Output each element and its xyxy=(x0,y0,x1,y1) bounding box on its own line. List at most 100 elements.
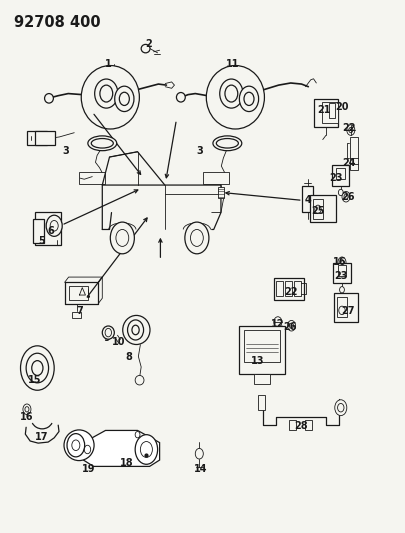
Circle shape xyxy=(72,440,80,450)
Circle shape xyxy=(339,189,343,196)
Text: 6: 6 xyxy=(48,225,54,236)
Bar xyxy=(218,187,224,198)
Circle shape xyxy=(67,434,85,457)
Bar xyxy=(274,278,304,300)
Text: 17: 17 xyxy=(34,432,48,442)
Bar xyxy=(258,395,265,410)
Text: 9: 9 xyxy=(104,333,111,343)
Circle shape xyxy=(338,403,344,412)
Text: 28: 28 xyxy=(294,421,307,431)
Text: 26: 26 xyxy=(283,322,296,332)
Ellipse shape xyxy=(216,139,239,148)
Bar xyxy=(244,330,280,362)
Circle shape xyxy=(105,328,111,337)
Circle shape xyxy=(339,287,344,293)
Circle shape xyxy=(84,445,91,454)
Circle shape xyxy=(315,205,321,214)
Ellipse shape xyxy=(128,320,144,340)
Bar xyxy=(203,172,229,184)
Text: 3: 3 xyxy=(62,146,69,156)
Text: 11: 11 xyxy=(226,60,239,69)
Circle shape xyxy=(290,323,294,328)
Text: 18: 18 xyxy=(119,458,133,468)
Text: 13: 13 xyxy=(251,356,264,366)
Ellipse shape xyxy=(135,375,144,385)
Text: 21: 21 xyxy=(317,106,330,116)
Bar xyxy=(305,420,312,431)
Text: 22: 22 xyxy=(285,287,298,297)
Bar xyxy=(276,281,284,296)
Text: 24: 24 xyxy=(342,158,356,168)
Circle shape xyxy=(349,127,353,133)
Bar xyxy=(322,101,338,123)
Circle shape xyxy=(135,432,140,438)
Text: 5: 5 xyxy=(38,236,45,246)
Text: 14: 14 xyxy=(194,464,207,473)
Text: 27: 27 xyxy=(341,306,354,317)
Ellipse shape xyxy=(88,136,117,151)
Bar xyxy=(334,293,358,322)
Text: 8: 8 xyxy=(125,352,132,362)
Circle shape xyxy=(185,222,209,254)
Ellipse shape xyxy=(220,79,243,108)
Bar xyxy=(294,281,301,296)
Bar xyxy=(333,263,351,283)
Circle shape xyxy=(26,353,49,383)
Ellipse shape xyxy=(81,66,139,129)
Circle shape xyxy=(340,260,344,265)
Circle shape xyxy=(288,320,296,331)
Bar xyxy=(68,286,88,300)
Circle shape xyxy=(190,230,203,246)
Text: 16: 16 xyxy=(20,412,34,422)
Text: 10: 10 xyxy=(111,337,125,346)
Text: 3: 3 xyxy=(196,146,202,156)
Text: 92708 400: 92708 400 xyxy=(14,15,101,30)
Circle shape xyxy=(335,400,347,416)
Bar xyxy=(337,297,347,317)
Ellipse shape xyxy=(206,66,264,129)
Circle shape xyxy=(274,317,282,327)
Bar xyxy=(72,312,81,318)
Ellipse shape xyxy=(91,139,113,148)
Ellipse shape xyxy=(132,325,139,335)
Text: 7: 7 xyxy=(77,306,83,317)
Bar xyxy=(32,219,44,243)
Text: 23: 23 xyxy=(329,173,342,183)
Circle shape xyxy=(342,191,350,202)
Bar xyxy=(350,138,358,170)
Bar xyxy=(337,167,345,179)
Ellipse shape xyxy=(141,44,150,53)
Bar xyxy=(310,195,336,222)
Text: 1: 1 xyxy=(105,60,112,69)
Ellipse shape xyxy=(45,94,53,103)
Circle shape xyxy=(46,215,62,236)
Polygon shape xyxy=(83,431,160,466)
Bar xyxy=(35,212,61,245)
Bar xyxy=(333,165,349,185)
Bar xyxy=(239,326,285,374)
Ellipse shape xyxy=(239,86,259,111)
Text: 4: 4 xyxy=(304,196,311,205)
Circle shape xyxy=(32,361,43,375)
Bar xyxy=(254,374,270,384)
Bar xyxy=(79,172,105,184)
Text: 16: 16 xyxy=(333,257,346,267)
Text: 25: 25 xyxy=(311,206,325,216)
Bar xyxy=(289,420,296,431)
Text: 12: 12 xyxy=(271,319,285,329)
Text: 20: 20 xyxy=(335,102,349,112)
Bar xyxy=(27,131,47,146)
Ellipse shape xyxy=(244,92,254,106)
Bar xyxy=(302,186,313,212)
Circle shape xyxy=(116,230,129,246)
Text: 19: 19 xyxy=(81,464,95,473)
Text: 26: 26 xyxy=(341,192,354,201)
Ellipse shape xyxy=(95,79,118,108)
Ellipse shape xyxy=(123,316,150,344)
Bar xyxy=(35,131,55,146)
Text: 23: 23 xyxy=(334,271,347,281)
Ellipse shape xyxy=(115,86,134,111)
Text: 15: 15 xyxy=(28,375,42,385)
Circle shape xyxy=(344,194,348,199)
Circle shape xyxy=(338,257,346,268)
